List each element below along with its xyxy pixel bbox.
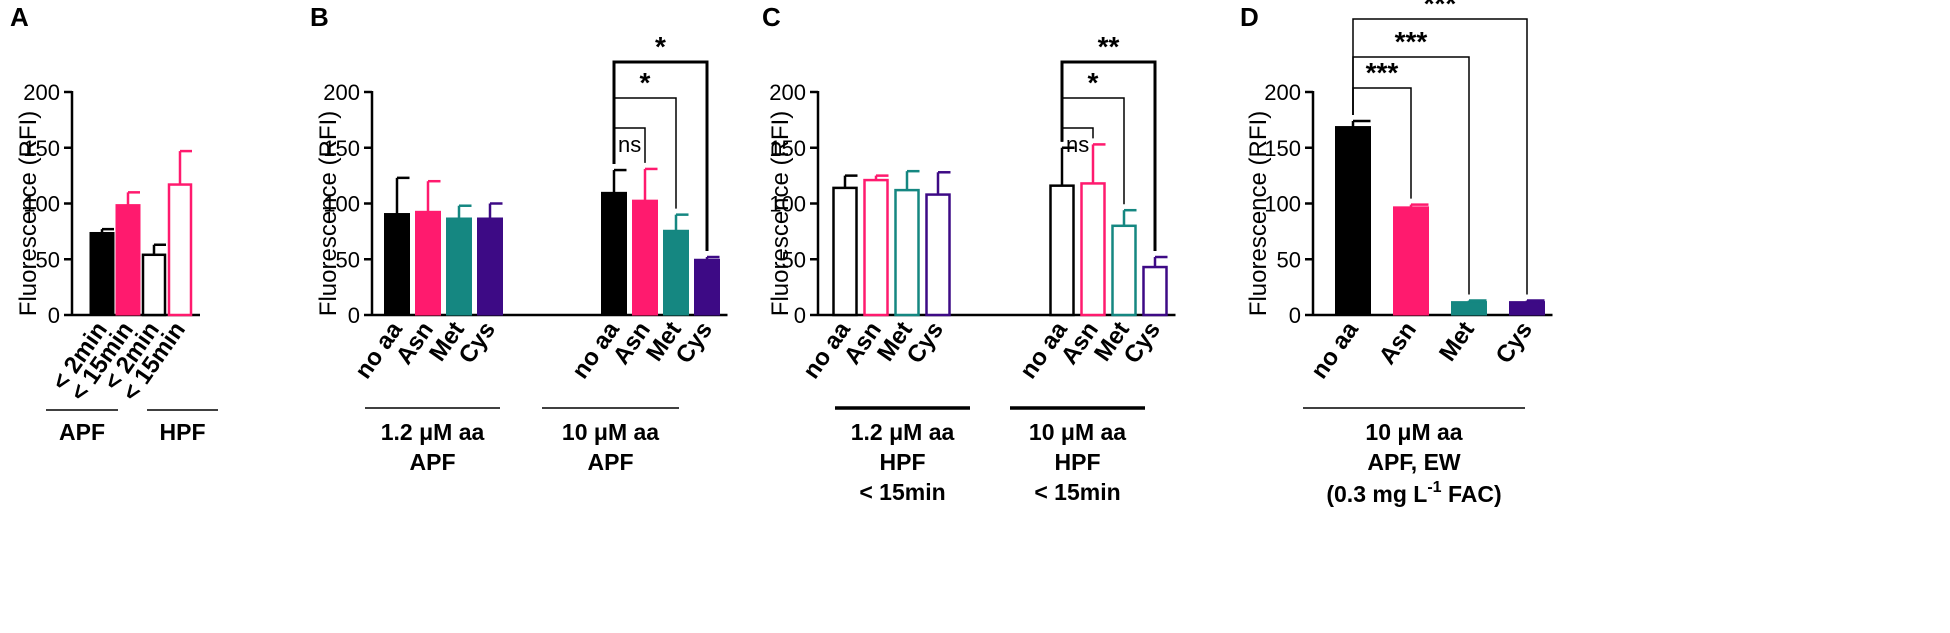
y-tick-label: 200 <box>23 80 60 105</box>
x-tick-label: Cys <box>1119 317 1166 369</box>
significance-label: *** <box>1424 0 1457 19</box>
bar <box>384 213 410 316</box>
y-tick-label: 0 <box>348 303 360 328</box>
significance-label: * <box>640 67 651 98</box>
significance-bracket <box>612 60 709 252</box>
significance-label: ns <box>618 132 641 157</box>
x-tick-label: Cys <box>902 317 949 369</box>
significance-label: *** <box>1366 57 1399 88</box>
bar <box>415 210 441 316</box>
panel-label: B <box>310 2 329 32</box>
group-label: < 15min <box>1034 479 1120 505</box>
group-label: APF <box>59 419 105 445</box>
y-tick-label: 150 <box>769 136 806 161</box>
group-label-part: (0.3 mg L <box>1326 481 1427 507</box>
y-tick-label: 50 <box>336 247 360 272</box>
y-tick-label: 0 <box>48 303 60 328</box>
group-label: APF <box>588 449 634 475</box>
panel-label: A <box>10 2 29 32</box>
bar <box>1451 301 1487 316</box>
panel-label: D <box>1240 2 1259 32</box>
y-tick-label: 0 <box>794 303 806 328</box>
group-label: APF, EW <box>1367 449 1461 475</box>
y-tick-label: 200 <box>323 80 360 105</box>
x-tick-label: Asn <box>1374 317 1422 370</box>
bar <box>1509 301 1545 316</box>
group-label: 10 μM aa <box>1029 419 1126 445</box>
y-tick-label: 50 <box>1277 247 1301 272</box>
y-axis-label: Fluorescence (RFI) <box>767 111 794 316</box>
bar <box>477 217 503 316</box>
bar <box>894 188 920 317</box>
group-label: 10 μM aa <box>562 419 659 445</box>
bar <box>141 253 167 317</box>
significance-label: ** <box>1098 31 1120 62</box>
significance-label: * <box>655 31 666 62</box>
significance-label: * <box>1088 67 1099 98</box>
group-label-superscript: -1 <box>1427 479 1441 496</box>
y-axis-label: Fluorescence (RFI) <box>15 111 42 316</box>
bar <box>632 199 658 316</box>
bar <box>663 229 689 316</box>
x-tick-label: Cys <box>1491 317 1538 369</box>
y-tick-label: 200 <box>1264 80 1301 105</box>
bar <box>167 183 193 317</box>
group-label-part: FAC) <box>1442 481 1502 507</box>
bar <box>1142 265 1168 317</box>
x-tick-label: Cys <box>671 317 718 369</box>
group-label: APF <box>410 449 456 475</box>
significance-bracket <box>1352 18 1528 295</box>
y-tick-label: 0 <box>1289 303 1301 328</box>
bar <box>863 178 889 317</box>
group-label: HPF <box>160 419 206 445</box>
bar <box>446 217 472 316</box>
bar <box>694 258 720 316</box>
bar <box>1049 184 1075 317</box>
panel-d: D 0 50 100 150 200 Fluorescence (RFI) no aa Asn M… <box>1240 0 1553 507</box>
bar <box>601 191 627 316</box>
group-label: HPF <box>880 449 926 475</box>
panel-label: C <box>762 2 781 32</box>
x-tick-label: Cys <box>454 317 501 369</box>
bar <box>1111 224 1137 317</box>
bar <box>1393 206 1429 316</box>
y-tick-label: 200 <box>769 80 806 105</box>
significance-label: ns <box>1066 132 1089 157</box>
y-axis-label: Fluorescence (RFI) <box>1245 111 1272 316</box>
bar <box>115 204 141 316</box>
bar <box>832 186 858 317</box>
y-tick-label: 150 <box>1264 136 1301 161</box>
group-label: (0.3 mg L-1 FAC) <box>1326 479 1501 507</box>
bar <box>89 231 115 316</box>
significance-bracket <box>1060 60 1157 252</box>
group-label: 1.2 μM aa <box>381 419 485 445</box>
group-label: 1.2 μM aa <box>851 419 955 445</box>
bar <box>925 193 951 317</box>
y-tick-label: 100 <box>323 192 360 217</box>
y-tick-label: 100 <box>23 192 60 217</box>
group-label: < 15min <box>859 479 945 505</box>
y-tick-label: 150 <box>23 136 60 161</box>
y-axis-label: Fluorescence (RFI) <box>315 111 342 316</box>
significance-label: *** <box>1395 26 1428 57</box>
y-tick-label: 100 <box>769 192 806 217</box>
y-tick-label: 150 <box>323 136 360 161</box>
bar <box>1335 126 1371 316</box>
y-tick-label: 50 <box>782 247 806 272</box>
y-tick-label: 50 <box>36 247 60 272</box>
x-tick-label: Met <box>1434 317 1480 366</box>
group-label: 10 μM aa <box>1365 419 1462 445</box>
x-tick-label: no aa <box>1306 316 1364 383</box>
y-tick-label: 100 <box>1264 192 1301 217</box>
bar <box>1080 182 1106 317</box>
group-label: HPF <box>1055 449 1101 475</box>
